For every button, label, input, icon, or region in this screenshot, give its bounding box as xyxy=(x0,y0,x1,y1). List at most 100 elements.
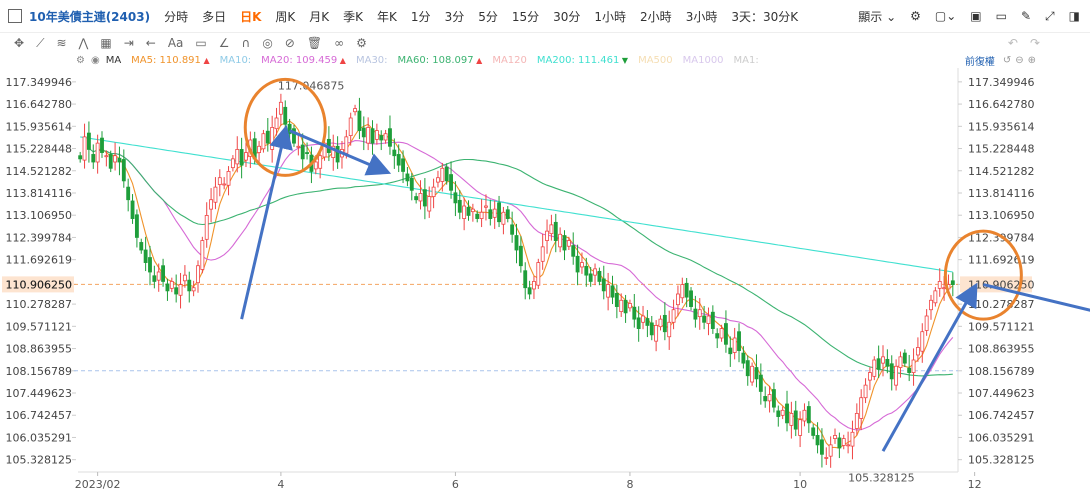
candle xyxy=(174,274,179,303)
indicator-item[interactable]: MA60: 108.097 ▲ xyxy=(398,55,483,66)
screenshot-icon[interactable]: ▭ xyxy=(995,9,1007,23)
pencil-icon[interactable]: ∠ xyxy=(218,35,230,50)
period-tab[interactable]: 2小時 xyxy=(640,9,672,24)
indicator-item[interactable]: MA10: xyxy=(220,55,252,66)
period-tab[interactable]: 季K xyxy=(343,9,364,24)
camera-icon[interactable]: ▣ xyxy=(970,9,982,23)
indicator-item[interactable]: MA120 xyxy=(492,55,527,66)
candle-body xyxy=(440,167,445,182)
settings-icon[interactable]: ⚙ xyxy=(356,35,367,50)
period-tab[interactable]: 月K xyxy=(309,9,330,24)
period-tab[interactable]: 15分 xyxy=(511,9,540,24)
period-tab[interactable]: 年K xyxy=(377,9,397,24)
candle xyxy=(370,120,375,155)
indicator-visibility-icon[interactable]: ◉ xyxy=(90,54,100,66)
candle-body xyxy=(396,154,401,166)
period-tab[interactable]: 周K xyxy=(275,9,296,24)
settings-icon[interactable]: ⚙ xyxy=(910,9,921,23)
link-icon[interactable]: ∞ xyxy=(334,35,345,50)
edit-icon[interactable]: ✎ xyxy=(1020,9,1032,23)
candle-body xyxy=(833,435,837,439)
comment-icon[interactable]: ▭ xyxy=(195,35,207,50)
y-tick-label: 115.228448 xyxy=(6,143,72,156)
candle xyxy=(846,431,851,454)
arrow-icon[interactable]: ← xyxy=(145,35,156,50)
candle xyxy=(706,307,711,336)
candle xyxy=(719,324,724,342)
indicator-type[interactable]: MA xyxy=(105,54,122,66)
period-tab[interactable]: 5分 xyxy=(478,9,498,24)
candle-body xyxy=(772,389,776,408)
candle xyxy=(82,123,87,169)
redo-icon[interactable]: ↷ xyxy=(1029,36,1040,50)
layout-icon[interactable]: ▦ xyxy=(100,35,112,50)
symbol-title[interactable]: 10年美債主連(2403) xyxy=(29,9,151,24)
y-tick-label-right: 115.228448 xyxy=(968,143,1034,156)
trend-line-icon[interactable]: ⟋ xyxy=(36,35,45,50)
hide-icon[interactable]: ⊘ xyxy=(284,35,295,50)
layout-select-icon[interactable]: ▢⌄ xyxy=(934,9,957,23)
candle xyxy=(244,142,248,168)
period-tab[interactable]: 30分 xyxy=(553,9,581,24)
candle-body xyxy=(789,413,794,426)
candle xyxy=(580,252,584,274)
indicator-item[interactable]: MA20: 109.459 ▲ xyxy=(261,55,346,66)
candle xyxy=(331,134,336,171)
candle xyxy=(139,238,144,254)
display-menu[interactable]: 顯示 ⌄ xyxy=(858,9,897,24)
fib-icon[interactable]: ≋ xyxy=(56,35,67,50)
candle xyxy=(152,265,157,289)
indicator-item[interactable]: MA1: xyxy=(734,55,759,66)
pattern-icon[interactable]: ⋀ xyxy=(78,35,89,50)
text-icon[interactable]: Aa xyxy=(167,35,184,50)
candle-body xyxy=(209,199,214,210)
magnet-icon[interactable]: ∩ xyxy=(241,35,251,50)
eye-icon[interactable]: ◎ xyxy=(262,35,273,50)
fullscreen-icon[interactable]: ⤢ xyxy=(1045,8,1055,23)
undo-icon[interactable]: ↶ xyxy=(1007,36,1018,50)
candle xyxy=(405,167,410,187)
price-chart[interactable]: 117.349946 117.349946 116.642780 116.642780… xyxy=(0,68,1090,498)
window-icon[interactable] xyxy=(8,9,22,23)
period-tab[interactable]: 日K xyxy=(240,9,262,24)
candle-body xyxy=(523,270,528,289)
candle xyxy=(658,315,663,331)
candle xyxy=(566,236,571,250)
window-toggle-icon[interactable]: ◨ xyxy=(1068,9,1080,23)
period-tab[interactable]: 3分 xyxy=(444,9,465,24)
indicator-item[interactable]: MA30: xyxy=(356,55,388,66)
range-icon[interactable]: ⇥ xyxy=(123,35,134,50)
indicator-settings-icon[interactable]: ⚙ xyxy=(76,54,85,66)
reset-icon[interactable]: ↺ xyxy=(1002,54,1012,66)
period-tab[interactable]: 1分 xyxy=(410,9,431,24)
period-tab[interactable]: 3天：30分K xyxy=(731,9,799,24)
candle-body xyxy=(902,352,907,364)
zoom-out-icon[interactable]: ⊖ xyxy=(1015,54,1024,66)
zoom-in-icon[interactable]: ⊕ xyxy=(1027,54,1036,66)
adjust-mode[interactable]: 前復權 xyxy=(964,56,995,68)
indicator-item[interactable]: MA1000 xyxy=(683,55,724,66)
period-tab[interactable]: 1小時 xyxy=(594,9,627,24)
indicator-item[interactable]: MA500 xyxy=(638,55,673,66)
indicator-item[interactable]: MA5: 110.891 ▲ xyxy=(131,55,209,66)
period-tab[interactable]: 3小時 xyxy=(685,9,718,24)
period-tab[interactable]: 多日 xyxy=(202,9,227,24)
x-tick-label: 6 xyxy=(452,478,459,491)
candle xyxy=(549,214,554,241)
indicator-label: MA30: xyxy=(355,54,388,66)
indicator-item[interactable]: MA200: 111.461 ▼ xyxy=(537,55,628,66)
trash-icon[interactable]: 🗑 xyxy=(306,35,323,50)
candle-body xyxy=(724,323,728,345)
period-toolbar: 10年美債主連(2403) 分時 多日 日K 周K 月K 季K 年K 1分 3分 5分 15分 30分… xyxy=(0,0,1090,33)
candle-body xyxy=(462,205,467,219)
candle xyxy=(588,266,593,287)
x-tick-label: 10 xyxy=(793,478,807,491)
period-tab[interactable]: 分時 xyxy=(164,9,189,24)
y-tick-label-right: 108.863955 xyxy=(968,343,1034,356)
cross-icon[interactable]: ✥ xyxy=(14,35,25,50)
candle xyxy=(95,134,100,174)
candle-body xyxy=(824,457,829,459)
candle-body xyxy=(374,130,379,140)
candle xyxy=(593,263,597,286)
highlight-circle xyxy=(943,229,1023,321)
